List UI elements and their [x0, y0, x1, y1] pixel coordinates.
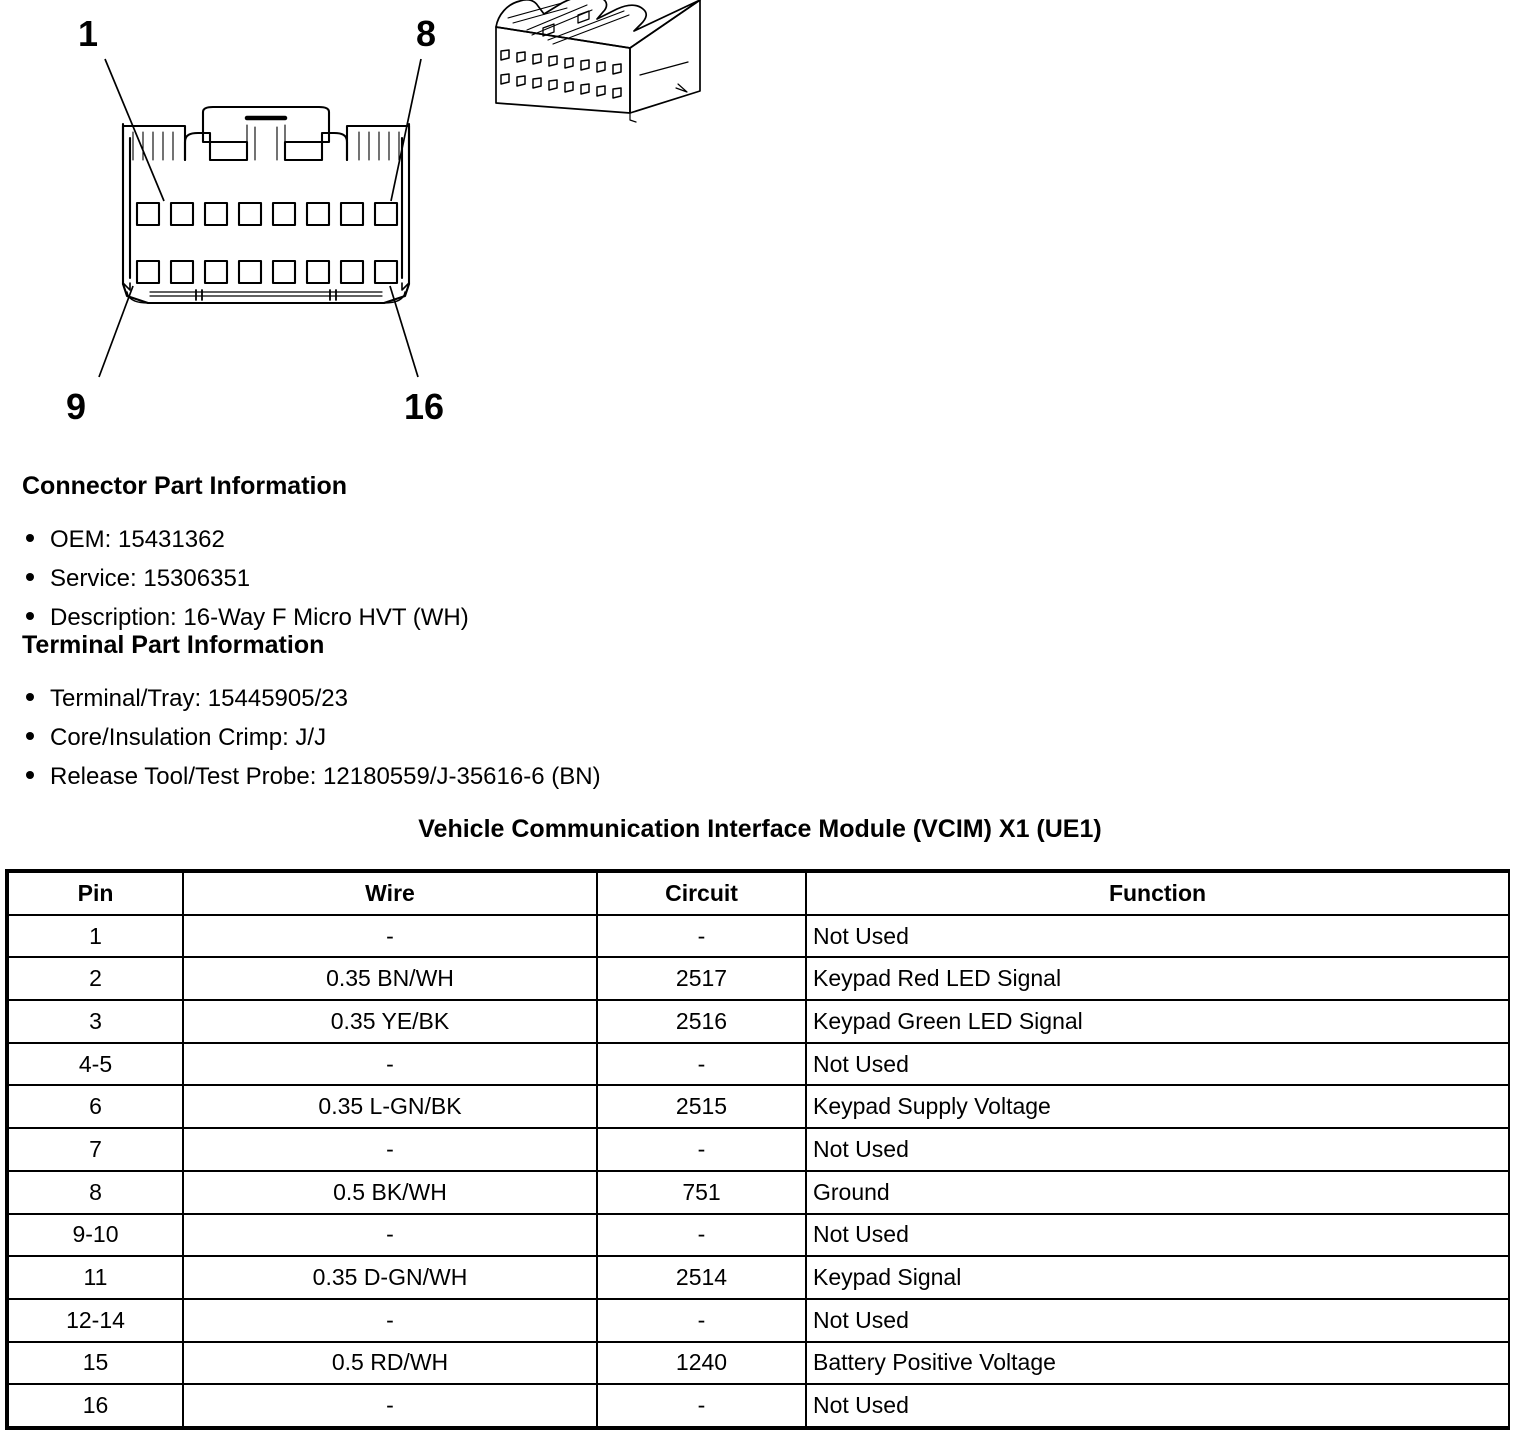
svg-text:1: 1 — [78, 13, 98, 54]
svg-text:16: 16 — [404, 386, 444, 420]
svg-text:9: 9 — [66, 386, 86, 420]
svg-text:8: 8 — [416, 13, 436, 54]
